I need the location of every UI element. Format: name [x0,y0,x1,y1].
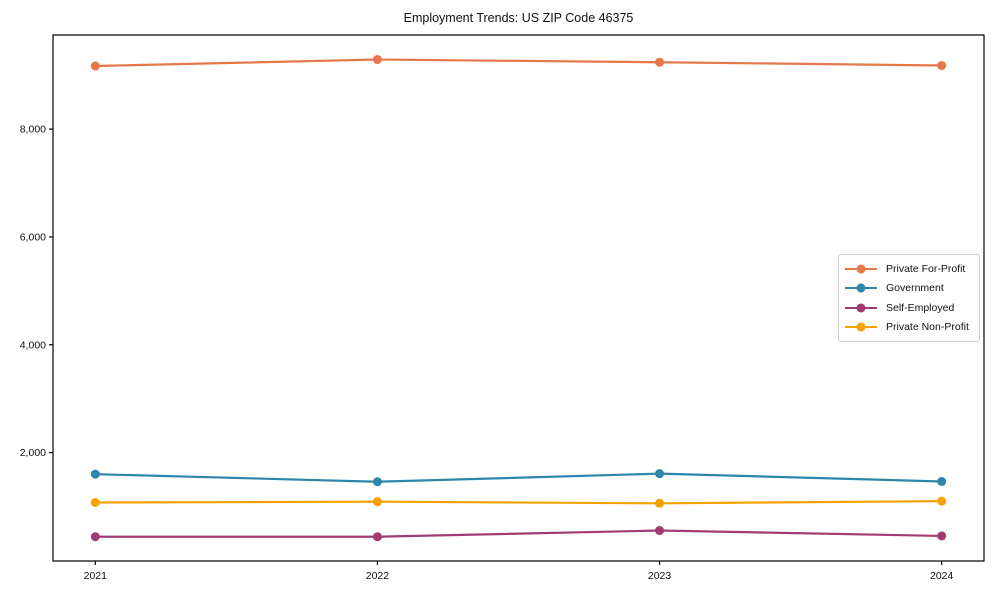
legend-label: Private Non-Profit [886,321,969,334]
series-marker-government [937,476,947,486]
series-line-private-non-profit [94,500,943,505]
series-marker-private-non-profit [372,497,382,507]
legend-item-self-employed: Self-Employed [845,298,973,318]
series-marker-private-for-profit [937,60,947,70]
series-line-government [94,472,943,483]
plot-area-border [52,34,985,562]
series-marker-self-employed [937,531,947,541]
legend-item-private-non-profit: Private Non-Profit [845,318,973,338]
series-marker-government [90,469,100,479]
legend: Private For-Profit Government Self-Employe… [838,254,980,342]
series-marker-self-employed [655,526,665,536]
x-tick-label: 2021 [84,570,108,582]
series-marker-government [372,477,382,487]
series-marker-government [655,469,665,479]
y-tick-label: 4,000 [20,339,46,351]
legend-marker-icon [856,283,866,293]
series-line-private-for-profit [94,58,943,68]
legend-marker-icon [856,322,866,332]
x-tick-label: 2023 [648,570,672,582]
legend-line-sample-icon [845,322,877,332]
legend-line-sample-icon [845,264,877,274]
y-tick-label: 6,000 [20,231,46,243]
x-tick-label: 2022 [366,570,390,582]
legend-line-sample-icon [845,283,877,293]
legend-label: Private For-Profit [886,262,966,275]
legend-marker-icon [856,303,866,313]
x-tick-label: 2024 [930,570,954,582]
legend-item-government: Government [845,279,973,299]
series-marker-private-non-profit [90,497,100,507]
y-tick-label: 8,000 [20,124,46,136]
series-marker-self-employed [372,532,382,542]
series-marker-private-non-profit [655,498,665,508]
chart-title: Employment Trends: US ZIP Code 46375 [403,11,634,25]
series-marker-private-for-profit [90,61,100,71]
series-marker-private-for-profit [372,55,382,65]
legend-label: Self-Employed [886,301,955,314]
legend-label: Government [886,282,944,295]
series-line-self-employed [94,529,943,538]
legend-item-private-for-profit: Private For-Profit [845,259,973,279]
legend-line-sample-icon [845,303,877,313]
series-marker-private-non-profit [937,496,947,506]
series-marker-private-for-profit [655,57,665,67]
series-marker-self-employed [90,532,100,542]
y-tick-label: 2,000 [20,447,46,459]
legend-marker-icon [856,264,866,274]
